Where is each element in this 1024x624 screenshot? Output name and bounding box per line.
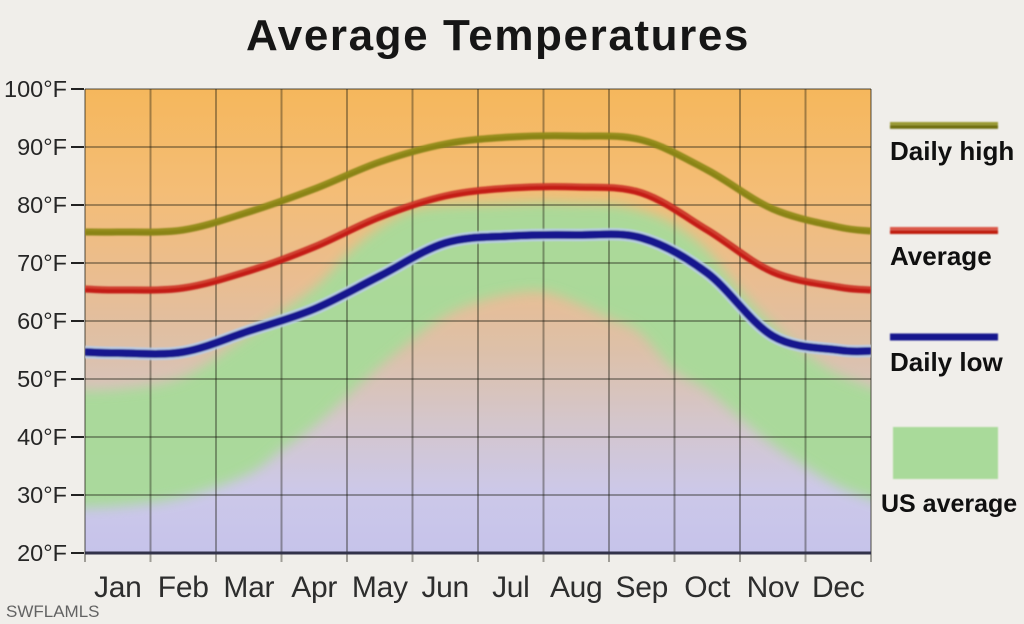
svg-text:70°F: 70°F: [17, 250, 67, 276]
svg-text:Average Temperatures: Average Temperatures: [246, 11, 750, 60]
svg-text:Feb: Feb: [158, 571, 209, 604]
svg-text:Nov: Nov: [747, 571, 800, 604]
svg-text:SWFLAMLS: SWFLAMLS: [6, 602, 100, 621]
svg-text:30°F: 30°F: [17, 482, 67, 508]
svg-text:60°F: 60°F: [17, 308, 67, 334]
svg-text:Dec: Dec: [812, 571, 865, 604]
svg-text:May: May: [352, 571, 408, 604]
svg-text:Mar: Mar: [223, 571, 274, 604]
svg-text:Oct: Oct: [684, 571, 731, 604]
svg-text:US average: US average: [881, 490, 1017, 518]
svg-text:Jun: Jun: [421, 571, 468, 604]
svg-text:90°F: 90°F: [17, 134, 67, 160]
svg-text:100°F: 100°F: [4, 76, 67, 102]
svg-text:Average: Average: [890, 241, 992, 271]
svg-text:40°F: 40°F: [17, 424, 67, 450]
svg-text:Daily low: Daily low: [890, 347, 1003, 377]
svg-text:20°F: 20°F: [17, 540, 67, 566]
svg-text:Daily high: Daily high: [890, 136, 1014, 166]
svg-text:Jul: Jul: [492, 571, 529, 604]
svg-text:50°F: 50°F: [17, 366, 67, 392]
svg-text:Aug: Aug: [550, 571, 602, 604]
svg-text:80°F: 80°F: [17, 192, 67, 218]
svg-text:Sep: Sep: [616, 571, 668, 604]
svg-text:Jan: Jan: [94, 571, 141, 604]
svg-text:Apr: Apr: [291, 571, 337, 604]
